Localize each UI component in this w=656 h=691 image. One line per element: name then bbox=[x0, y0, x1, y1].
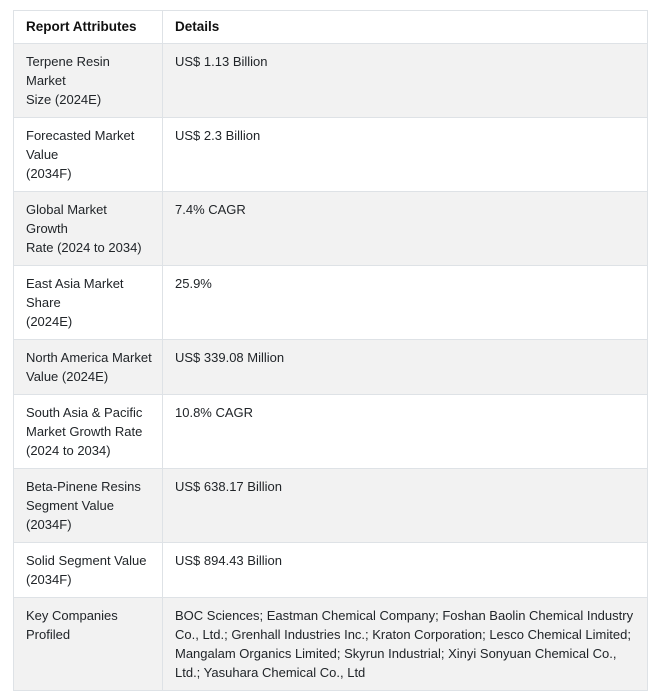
table-row-key-companies: Key Companies Profiled BOC Sciences; Eas… bbox=[13, 597, 648, 691]
details-cell: US$ 894.43 Billion bbox=[162, 542, 648, 598]
report-summary-section: Report Attributes Details Terpene Resin … bbox=[13, 10, 648, 691]
details-cell: US$ 2.3 Billion bbox=[162, 117, 648, 192]
table-row-east-asia-share: East Asia Market Share (2024E) 25.9% bbox=[13, 265, 648, 340]
details-cell: US$ 638.17 Billion bbox=[162, 468, 648, 543]
report-attributes-table: Report Attributes Details Terpene Resin … bbox=[13, 10, 648, 691]
details-cell: 25.9% bbox=[162, 265, 648, 340]
table-row-beta-pinene-segment: Beta-Pinene Resins Segment Value (2034F)… bbox=[13, 468, 648, 543]
attribute-cell: North America Market Value (2024E) bbox=[13, 339, 163, 395]
column-header-report-attributes: Report Attributes bbox=[13, 10, 163, 44]
table-row-south-asia-pacific-growth: South Asia & Pacific Market Growth Rate … bbox=[13, 394, 648, 469]
attribute-cell: South Asia & Pacific Market Growth Rate … bbox=[13, 394, 163, 469]
table-row-forecasted-value: Forecasted Market Value (2034F) US$ 2.3 … bbox=[13, 117, 648, 192]
attribute-cell: East Asia Market Share (2024E) bbox=[13, 265, 163, 340]
attribute-cell: Beta-Pinene Resins Segment Value (2034F) bbox=[13, 468, 163, 543]
details-cell: 7.4% CAGR bbox=[162, 191, 648, 266]
table-header: Report Attributes Details bbox=[13, 10, 648, 44]
attribute-cell: Global Market Growth Rate (2024 to 2034) bbox=[13, 191, 163, 266]
details-cell: 10.8% CAGR bbox=[162, 394, 648, 469]
table-row-north-america-value: North America Market Value (2024E) US$ 3… bbox=[13, 339, 648, 395]
header-row: Report Attributes Details bbox=[13, 10, 648, 44]
attribute-cell: Key Companies Profiled bbox=[13, 597, 163, 691]
table-body: Terpene Resin Market Size (2024E) US$ 1.… bbox=[13, 43, 648, 691]
attribute-cell: Solid Segment Value (2034F) bbox=[13, 542, 163, 598]
table-row-solid-segment: Solid Segment Value (2034F) US$ 894.43 B… bbox=[13, 542, 648, 598]
column-header-details: Details bbox=[162, 10, 648, 44]
table-row-market-size: Terpene Resin Market Size (2024E) US$ 1.… bbox=[13, 43, 648, 118]
table-row-global-growth-rate: Global Market Growth Rate (2024 to 2034)… bbox=[13, 191, 648, 266]
attribute-cell: Forecasted Market Value (2034F) bbox=[13, 117, 163, 192]
attribute-cell: Terpene Resin Market Size (2024E) bbox=[13, 43, 163, 118]
details-cell: US$ 1.13 Billion bbox=[162, 43, 648, 118]
details-cell: US$ 339.08 Million bbox=[162, 339, 648, 395]
details-cell: BOC Sciences; Eastman Chemical Company; … bbox=[162, 597, 648, 691]
